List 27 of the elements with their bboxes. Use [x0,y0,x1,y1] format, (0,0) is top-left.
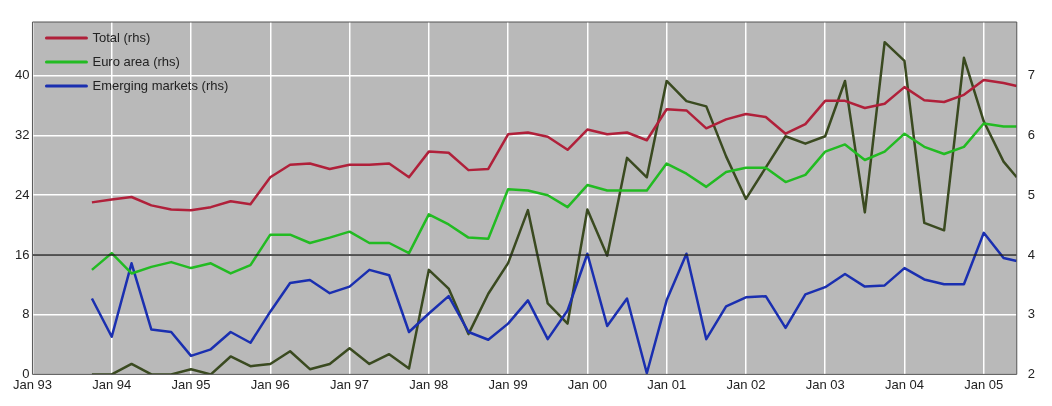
y2-tick-label: 3 [1027,306,1035,322]
legend-label: Euro area (rhs) [92,53,180,69]
legend-label: Total (rhs) [92,29,151,45]
x-tick-label: Jan 03 [805,376,845,392]
y-tick-label: 8 [22,306,30,322]
x-tick-label: Jan 98 [409,376,449,392]
y2-tick-label: 5 [1027,186,1035,202]
x-tick-label: Jan 94 [92,376,132,392]
y2-tick-label: 6 [1027,127,1035,143]
x-tick-label: Jan 96 [250,376,290,392]
x-tick-label: Jan 95 [171,376,211,392]
y-tick-label: 0 [22,365,30,381]
y-tick-label: 32 [14,127,30,143]
x-tick-label: Jan 97 [330,376,370,392]
y-tick-label: 16 [14,246,30,262]
y2-tick-label: 2 [1027,365,1035,381]
x-tick-label: Jan 02 [726,376,766,392]
y2-tick-label: 4 [1027,246,1035,262]
x-tick-label: Jan 04 [884,376,924,392]
x-tick-label: Jan 00 [567,376,607,392]
x-tick-label: Jan 01 [647,376,687,392]
y2-tick-label: 7 [1027,67,1035,83]
x-tick-label: Jan 99 [488,376,528,392]
y-tick-label: 24 [14,186,30,202]
legend-label: Emerging markets (rhs) [92,77,229,93]
y-tick-label: 40 [14,67,30,83]
x-tick-label: Jan 05 [964,376,1004,392]
